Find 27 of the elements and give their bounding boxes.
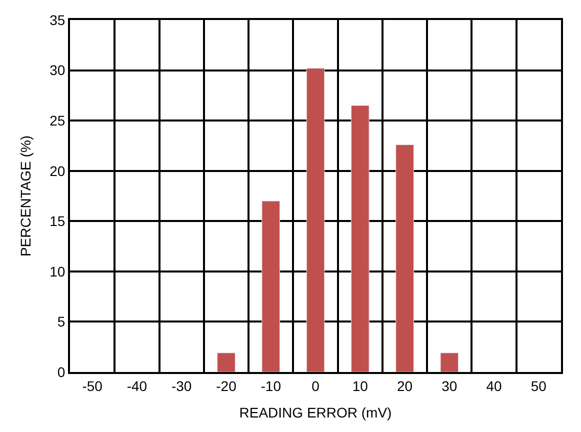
x-tick-label: 50: [530, 378, 547, 394]
x-tick-label: 0: [312, 378, 320, 394]
bar: [217, 352, 236, 372]
bar: [396, 144, 414, 372]
y-tick-label: 5: [57, 314, 66, 330]
x-axis-title: READING ERROR (mV): [239, 404, 392, 421]
y-tick-label: 15: [50, 213, 66, 230]
bar: [350, 105, 370, 372]
y-tick-label: 0: [57, 364, 66, 380]
x-tick-label: 40: [486, 378, 502, 394]
y-tick-label: 30: [50, 62, 66, 78]
y-tick-label: 20: [50, 162, 66, 179]
bar: [262, 200, 280, 372]
x-tick-label: 10: [352, 378, 368, 394]
x-tick-label: -30: [171, 378, 192, 394]
x-tick-label: -40: [126, 378, 148, 394]
y-tick-label: 10: [50, 263, 66, 280]
y-tick-label: 35: [50, 12, 66, 28]
x-tick-label: 20: [396, 378, 413, 394]
y-tick-label: 25: [50, 112, 66, 128]
x-tick-label: -10: [260, 378, 282, 394]
x-tick-label: -20: [216, 378, 237, 394]
x-tick-label: 30: [442, 378, 458, 394]
bar: [440, 352, 459, 372]
y-axis-title: PERCENTAGE (%): [18, 135, 34, 257]
bar: [306, 68, 325, 372]
x-tick-label: -50: [82, 378, 103, 394]
